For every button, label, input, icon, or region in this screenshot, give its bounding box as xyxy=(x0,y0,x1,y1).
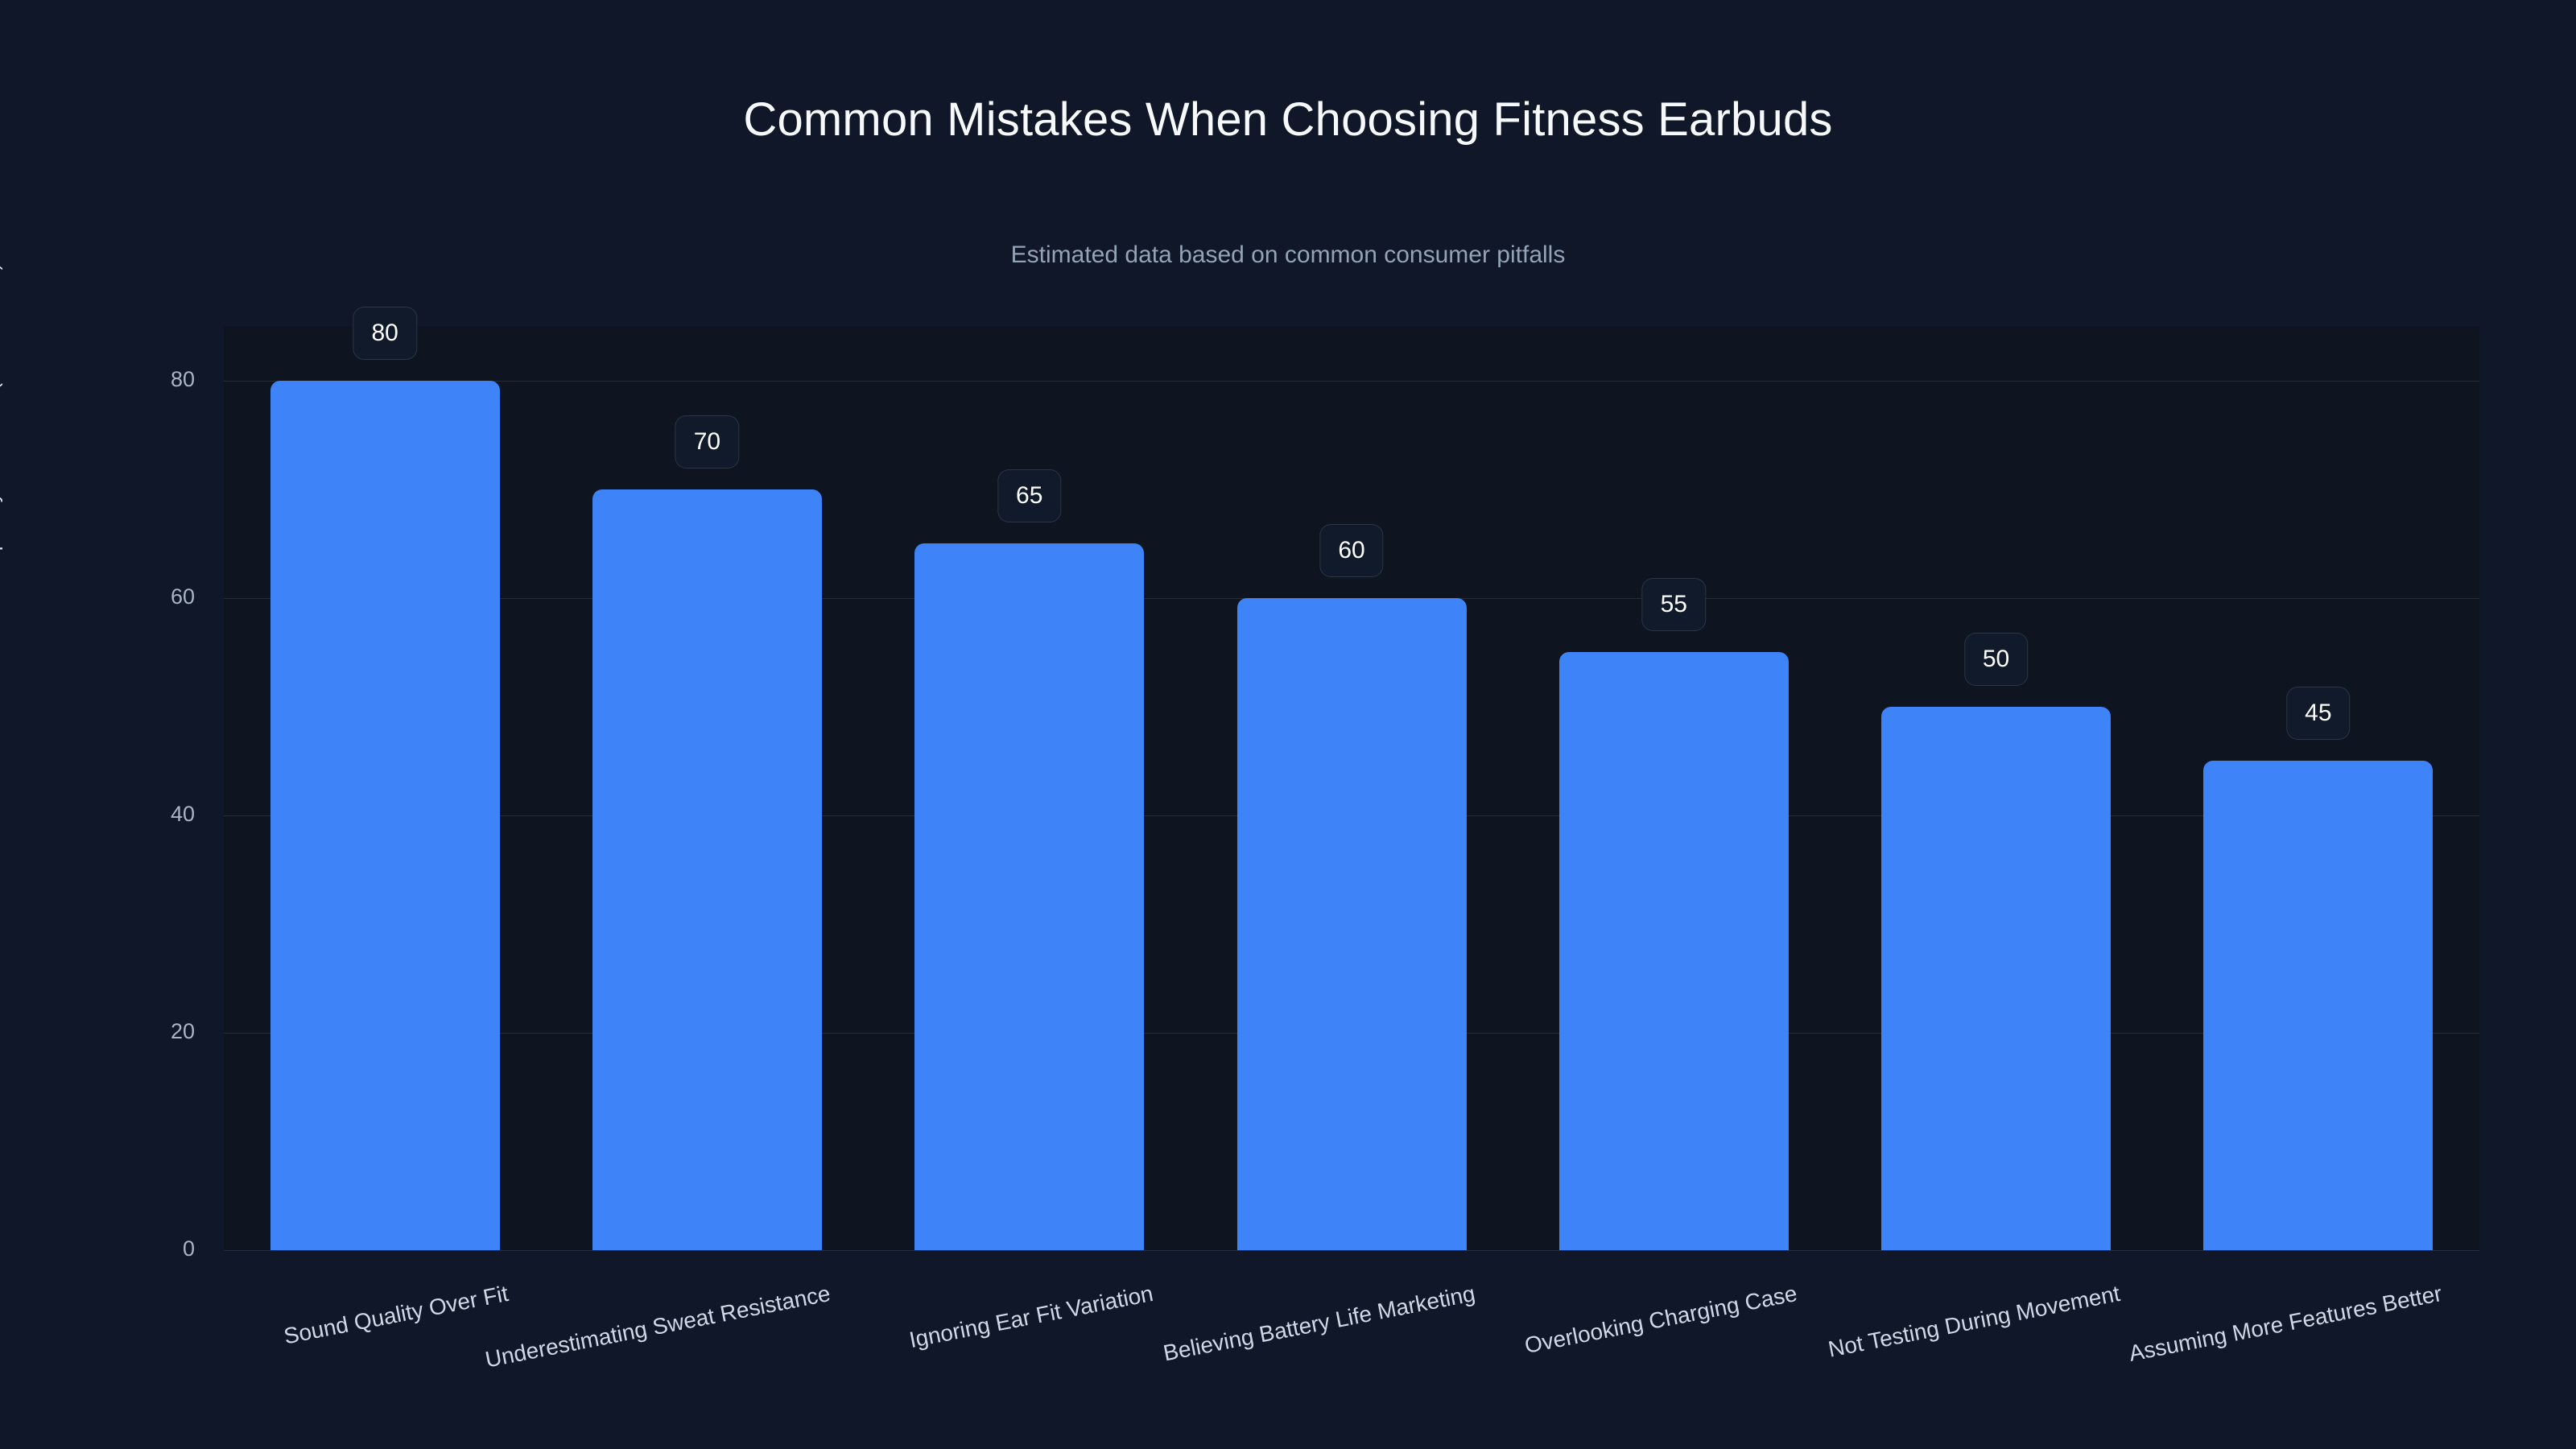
bar-rect[interactable] xyxy=(270,380,500,1250)
bar-value-label: 50 xyxy=(1963,632,2029,686)
y-axis-tick-label: 60 xyxy=(170,584,195,609)
x-axis-tick-label: Sound Quality Over Fit xyxy=(282,1281,511,1349)
x-axis-tick-label: Not Testing During Movement xyxy=(1826,1281,2122,1362)
bar-value-label: 65 xyxy=(997,469,1062,523)
bar[interactable] xyxy=(1881,706,2112,1250)
y-axis-tick-label: 20 xyxy=(170,1018,195,1043)
bar-rect[interactable] xyxy=(1881,706,2112,1250)
x-axis-tick-label: Believing Battery Life Marketing xyxy=(1161,1281,1477,1366)
bar-value-label: 45 xyxy=(2286,687,2351,741)
x-axis-tick-label: Overlooking Charging Case xyxy=(1522,1281,1800,1359)
y-axis-tick-label: 80 xyxy=(170,366,195,391)
bar-value-label: 60 xyxy=(1319,523,1384,577)
y-axis-title: Frequency of Mistake (Estimated %) xyxy=(0,263,3,588)
chart-title: Common Mistakes When Choosing Fitness Ea… xyxy=(743,93,1833,146)
bar[interactable] xyxy=(1236,597,1467,1250)
bar-value-label: 80 xyxy=(353,306,417,360)
plot-area xyxy=(224,326,2479,1251)
x-axis-tick-label: Ignoring Ear Fit Variation xyxy=(906,1281,1155,1353)
bar[interactable] xyxy=(914,543,1145,1250)
y-axis-tick-label: 0 xyxy=(182,1236,195,1261)
bar-rect[interactable] xyxy=(1236,597,1467,1250)
bar[interactable] xyxy=(1558,652,1789,1250)
gridline xyxy=(224,380,2479,382)
bar[interactable] xyxy=(592,489,822,1250)
bar-rect[interactable] xyxy=(592,489,822,1250)
bar-value-label: 55 xyxy=(1641,578,1706,632)
gridline xyxy=(224,1250,2479,1251)
bar-value-label: 70 xyxy=(675,415,740,469)
bar-rect[interactable] xyxy=(2203,761,2434,1250)
bar[interactable] xyxy=(2203,761,2434,1250)
bar[interactable] xyxy=(270,380,500,1250)
chart-subtitle: Estimated data based on common consumer … xyxy=(1010,242,1566,268)
bar-rect[interactable] xyxy=(914,543,1145,1250)
bar-rect[interactable] xyxy=(1558,652,1789,1250)
y-axis-tick-label: 40 xyxy=(170,801,195,826)
x-axis-tick-label: Underestimating Sweat Resistance xyxy=(483,1281,833,1373)
x-axis-tick-label: Assuming More Features Better xyxy=(2126,1281,2444,1366)
